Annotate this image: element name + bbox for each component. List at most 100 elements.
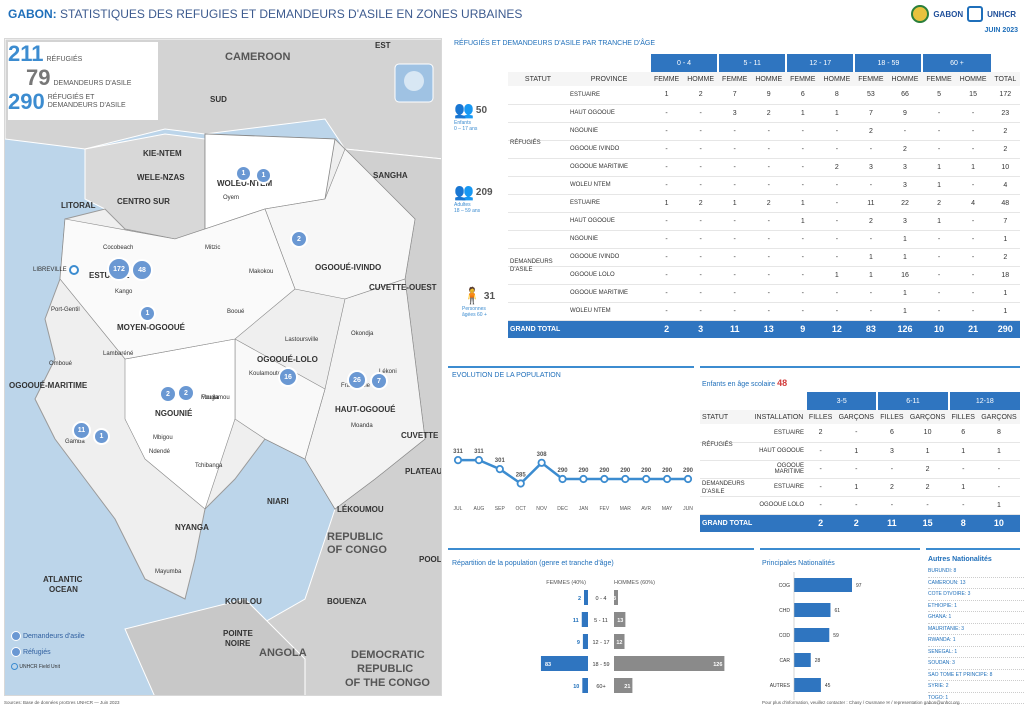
map-bubble[interactable]: 2 <box>177 384 195 402</box>
value-cell: - <box>683 104 719 123</box>
map-city-libreville: LIBREVILLE <box>33 267 67 273</box>
value-cell: - <box>922 230 956 249</box>
col-header-homme: HOMME <box>887 72 923 86</box>
category-label: CAR <box>779 658 790 664</box>
estuaire-region <box>59 208 296 360</box>
map-bubble[interactable]: 2 <box>290 230 308 248</box>
table-row: HAUT OGOOUE - -3 2 1 1 7 9- -23 <box>508 104 1020 123</box>
value-cell: 1 <box>887 230 923 249</box>
school-col-installation: INSTALLATION <box>752 410 806 424</box>
school-total-cell: 10 <box>977 514 1020 532</box>
legend-entry: FEMMES (40%) <box>546 580 586 586</box>
value-cell: - <box>683 122 719 141</box>
map-bubble[interactable]: 16 <box>278 367 298 387</box>
category-label: 12 - 17 <box>592 640 609 646</box>
value-cell: 6 <box>786 86 820 105</box>
value-cell: - <box>683 212 719 231</box>
table-row: ESTUAIRE 1 2 7 9 6 8 53 66 5 15 172 <box>508 86 1020 105</box>
elderly-value: 31 <box>483 290 496 302</box>
statut-cell <box>508 212 568 231</box>
province-cell: OGOOUE MARITIME <box>568 158 650 177</box>
map-bubble[interactable]: 2 <box>159 385 177 403</box>
value-cell: 8 <box>819 86 855 105</box>
legend-demandeurs: Demandeurs d'asile <box>22 632 85 640</box>
value-cell: 53 <box>854 86 888 105</box>
col-header-femme: FEMME <box>718 72 752 86</box>
map-city-mouila: Mouila <box>201 395 219 401</box>
value-cell: 1 <box>948 478 978 497</box>
data-label: 45 <box>825 683 831 689</box>
map-label-ogooue-lolo: OGOOUÉ-LOLO <box>257 355 318 364</box>
age-group-header: 0 - 4 <box>648 54 719 72</box>
report-date: JUIN 2023 <box>984 27 1018 34</box>
map-label-bouenza: BOUENZA <box>327 597 367 606</box>
value-cell: 2 <box>683 194 719 213</box>
installation-cell: HAUT OGOOUE <box>752 442 806 461</box>
value-cell: - <box>922 266 956 285</box>
bar <box>540 656 588 671</box>
value-cell: 3 <box>854 158 888 177</box>
map-bubble[interactable]: 48 <box>131 259 153 281</box>
map-bubble[interactable]: 1 <box>255 167 272 184</box>
age-total-cell: 12 <box>819 320 855 338</box>
value-cell: - <box>955 122 991 141</box>
footer-contact: Pour plus d'information, veuillez contac… <box>762 700 960 705</box>
value-cell: 1 <box>955 158 991 177</box>
value-cell: - <box>683 158 719 177</box>
category-label: AUTRES <box>770 683 791 689</box>
map-city-lekoni: Lékoni <box>379 369 397 375</box>
map-bubble[interactable]: 7 <box>370 372 388 390</box>
bar <box>614 590 618 605</box>
kouilou-land <box>124 598 306 695</box>
page-title: GABON: STATISTIQUES DES REFUGIES ET DEMA… <box>8 7 522 21</box>
value-cell: - <box>650 302 684 321</box>
value-cell: - <box>955 212 991 231</box>
map-city-oyem: Oyem <box>223 195 240 201</box>
value-cell: - <box>854 284 888 303</box>
map-bubble[interactable]: 26 <box>347 370 367 390</box>
table-row: OGOOUE LOLO - - - - -1 1 16- -18 <box>508 266 1020 285</box>
value-cell: - <box>751 158 787 177</box>
series-line <box>458 458 688 486</box>
value-cell: 23 <box>990 104 1020 123</box>
value-cell: - <box>806 442 836 461</box>
footer: Sources: Base de données proGres UNHCR —… <box>0 698 1024 709</box>
children-value: 50 <box>475 104 488 116</box>
value-cell: 2 <box>819 158 855 177</box>
map-label-plateaux: PLATEAUX <box>405 467 442 476</box>
map-label-moyen-ogooue: MOYEN-OGOOUÉ <box>117 323 186 332</box>
age-total-cell: 9 <box>786 320 820 338</box>
value-cell: - <box>718 140 752 159</box>
header: GABON: STATISTIQUES DES REFUGIES ET DEMA… <box>0 0 1024 38</box>
statut-cell <box>700 442 752 461</box>
value-cell: 3 <box>877 442 907 461</box>
map-bubble[interactable]: 172 <box>107 257 131 281</box>
statut-cell <box>700 424 752 443</box>
value-cell: - <box>906 496 949 515</box>
value-cell: - <box>786 158 820 177</box>
value-cell: 1 <box>786 104 820 123</box>
statut-demandeurs-1: DEMANDEURS <box>510 259 553 265</box>
value-cell: - <box>683 248 719 267</box>
data-label: 126 <box>713 662 722 668</box>
autres-item: SOUDAN: 3 <box>928 658 1024 670</box>
map-label-cuvette: CUVETTE <box>401 431 439 440</box>
school-table-wrap: 3-5 6-11 12-18 STATUT INSTALLATION FILLE… <box>700 392 1020 532</box>
value-cell: 2 <box>990 248 1020 267</box>
value-cell: 7 <box>718 86 752 105</box>
autres-item: RWANDA: 1 <box>928 635 1024 647</box>
school-total-cell: 2 <box>806 514 836 532</box>
map-bubble[interactable]: 1 <box>139 305 156 322</box>
map-bubble[interactable]: 1 <box>93 428 110 445</box>
province-cell: OGOOUE IVINDO <box>568 140 650 159</box>
map-city-mbigou: Mbigou <box>153 435 173 441</box>
age-group-header: 60 + <box>921 54 991 72</box>
statut-cell <box>508 140 568 159</box>
data-label: 97 <box>856 583 862 589</box>
value-cell: - <box>786 140 820 159</box>
map-bubble[interactable]: 11 <box>72 421 91 440</box>
value-cell: - <box>650 212 684 231</box>
map-bubble[interactable]: 1 <box>235 165 252 182</box>
value-cell: 1 <box>922 212 956 231</box>
kpi-total-label-2: DEMANDEURS D'ASILE <box>47 102 126 109</box>
